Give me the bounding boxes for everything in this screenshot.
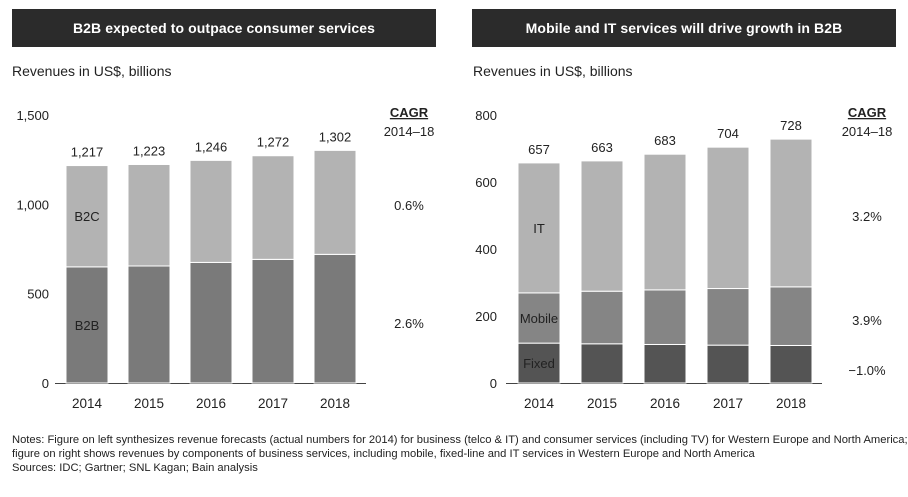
- right-y-tick-label: 800: [475, 108, 497, 123]
- left-total-label: 1,272: [257, 135, 290, 150]
- left-cagr-header: CAGR: [390, 105, 429, 120]
- right-bar-mobile-2018: [769, 286, 813, 346]
- right-y-tick-label: 400: [475, 242, 497, 257]
- footnotes: Notes: Figure on left synthesizes revenu…: [12, 433, 908, 475]
- right-y-tick-label: 0: [490, 376, 497, 391]
- right-total-label: 728: [780, 118, 802, 133]
- left-cagr-value-b2c: 0.6%: [394, 198, 424, 213]
- right-total-label: 683: [654, 133, 676, 148]
- right-bar-mobile-2015: [580, 290, 624, 345]
- left-y-tick-label: 500: [27, 287, 49, 302]
- right-x-tick-label: 2015: [587, 396, 617, 411]
- right-cagr-value-mobile: 3.9%: [852, 313, 882, 328]
- left-x-tick-label: 2018: [320, 396, 350, 411]
- right-bar-mobile-2017: [706, 288, 750, 346]
- right-series-label-it: IT: [533, 221, 545, 236]
- notes-line-1: Notes: Figure on left synthesizes revenu…: [12, 434, 908, 446]
- right-total-label: 704: [717, 126, 739, 141]
- right-x-tick-label: 2018: [776, 396, 806, 411]
- left-chart-title: B2B expected to outpace consumer service…: [12, 9, 436, 47]
- left-bar-b2b-2015: [127, 265, 171, 384]
- right-bar-fixed-2016: [643, 343, 687, 384]
- left-series-label-b2c: B2C: [74, 209, 99, 224]
- right-bar-fixed-2017: [706, 344, 750, 384]
- left-chart-subtitle: Revenues in US$, billions: [12, 63, 172, 79]
- right-x-tick-label: 2017: [713, 396, 743, 411]
- left-bar-b2c-2015: [127, 163, 171, 267]
- left-total-label: 1,223: [133, 143, 166, 158]
- left-bar-b2c-2017: [251, 155, 295, 260]
- left-x-tick-label: 2016: [196, 396, 226, 411]
- left-bar-b2c-2014: [65, 165, 109, 268]
- left-bar-b2b-2017: [251, 258, 295, 384]
- left-total-label: 1,217: [71, 145, 104, 160]
- left-x-tick-label: 2017: [258, 396, 288, 411]
- left-x-tick-label: 2015: [134, 396, 164, 411]
- right-bar-fixed-2018: [769, 344, 813, 384]
- left-bar-b2b-2016: [189, 261, 233, 384]
- right-bar-it-2016: [643, 153, 687, 291]
- sources-line: Sources: IDC; Gartner; SNL Kagan; Bain a…: [12, 462, 258, 474]
- right-cagr-value-it: 3.2%: [852, 209, 882, 224]
- right-cagr-period: 2014–18: [842, 124, 893, 139]
- left-y-tick-label: 0: [42, 376, 49, 391]
- right-bar-mobile-2016: [643, 289, 687, 345]
- right-y-tick-label: 600: [475, 175, 497, 190]
- left-bar-b2c-2018: [313, 149, 357, 255]
- right-x-tick-label: 2016: [650, 396, 680, 411]
- left-total-label: 1,302: [319, 129, 352, 144]
- left-y-tick-label: 1,000: [16, 197, 49, 212]
- right-bar-it-2014: [517, 162, 561, 294]
- right-bar-fixed-2015: [580, 343, 624, 384]
- right-total-label: 663: [591, 140, 613, 155]
- right-bar-it-2018: [769, 138, 813, 288]
- left-total-label: 1,246: [195, 139, 228, 154]
- left-bar-b2c-2016: [189, 159, 233, 263]
- right-bar-fixed-2014: [517, 342, 561, 384]
- right-series-label-fixed: Fixed: [523, 356, 555, 371]
- right-x-tick-label: 2014: [524, 396, 555, 411]
- right-bar-it-2017: [706, 146, 750, 290]
- left-y-tick-label: 1,500: [16, 108, 49, 123]
- left-cagr-value-b2b: 2.6%: [394, 316, 424, 331]
- right-cagr-header: CAGR: [848, 105, 887, 120]
- left-bar-b2b-2018: [313, 253, 357, 384]
- right-chart-title: Mobile and IT services will drive growth…: [472, 9, 896, 47]
- left-series-label-b2b: B2B: [75, 318, 100, 333]
- right-cagr-value-fixed: −1.0%: [848, 363, 886, 378]
- left-x-tick-label: 2014: [72, 396, 103, 411]
- left-cagr-period: 2014–18: [384, 124, 435, 139]
- notes-line-2: figure on right shows revenues by compon…: [12, 448, 755, 460]
- right-chart-subtitle: Revenues in US$, billions: [473, 63, 633, 79]
- right-total-label: 657: [528, 142, 550, 157]
- right-bar-it-2015: [580, 160, 624, 292]
- right-y-tick-label: 200: [475, 309, 497, 324]
- right-series-label-mobile: Mobile: [520, 311, 558, 326]
